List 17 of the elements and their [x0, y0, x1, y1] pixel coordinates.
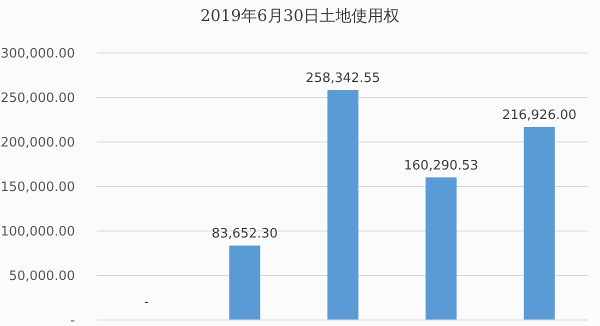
y-tick-label: 50,000.00 — [8, 269, 75, 284]
bar — [426, 177, 457, 320]
data-label: 83,652.30 — [212, 226, 278, 242]
y-tick-label: 250,000.00 — [0, 91, 75, 106]
y-tick-label: - — [70, 314, 76, 326]
bar — [327, 90, 358, 320]
data-label: 160,290.53 — [404, 158, 478, 174]
y-tick-label: 200,000.00 — [0, 136, 75, 151]
y-tick-label: 300,000.00 — [0, 46, 75, 62]
chart-title: 2019年6月30日土地使用权 — [199, 6, 401, 27]
data-label: - — [144, 295, 150, 310]
data-label: 258,342.55 — [306, 71, 380, 86]
bar — [524, 126, 555, 320]
y-tick-label: 100,000.00 — [0, 224, 75, 240]
bar — [229, 246, 260, 320]
data-label: 216,926.00 — [502, 108, 577, 123]
y-tick-label: 150,000.00 — [0, 180, 75, 196]
